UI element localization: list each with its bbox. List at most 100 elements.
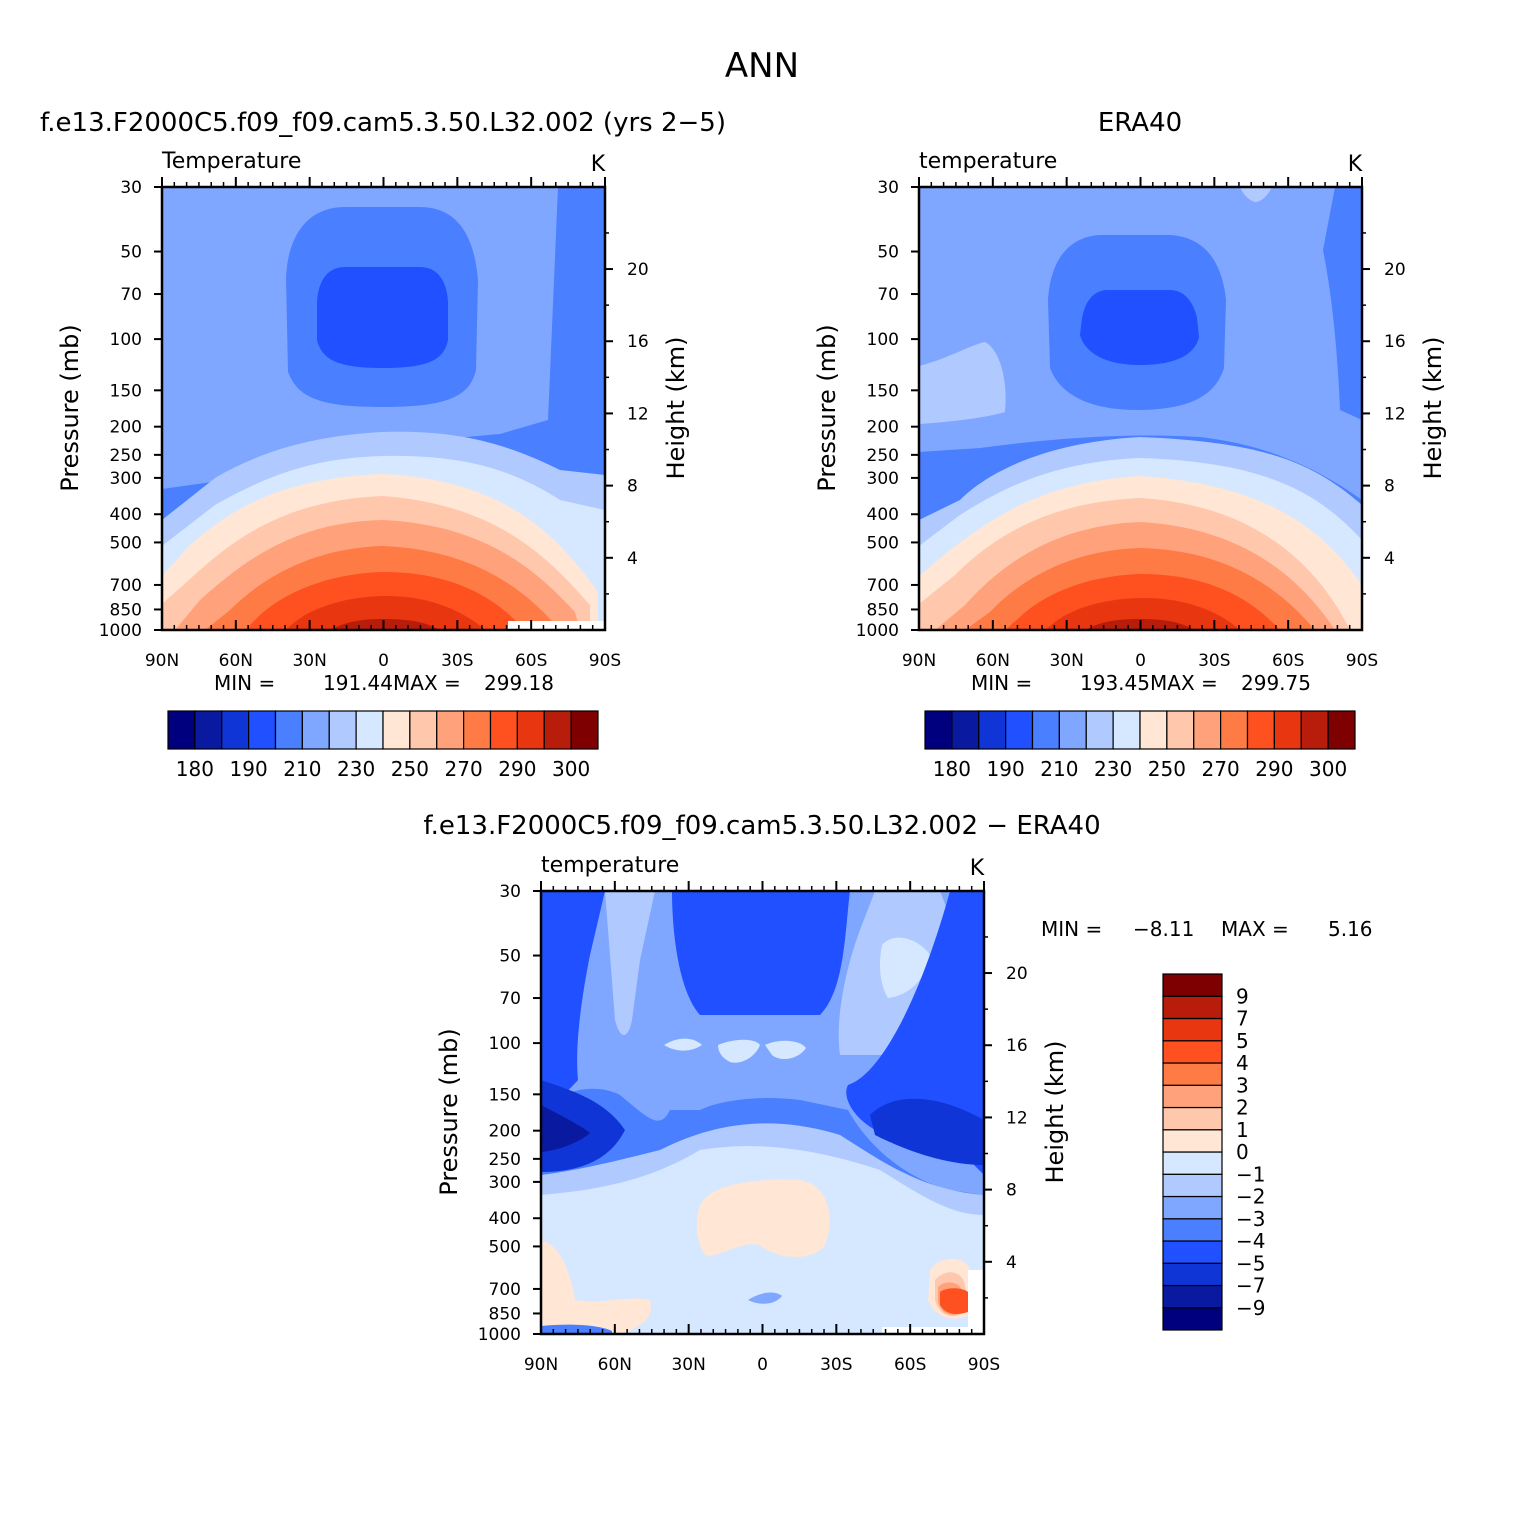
max-value: 299.75 (1241, 671, 1311, 695)
contour-fill (605, 891, 655, 1035)
colorbar-box (951, 710, 980, 750)
y-tick-label: 50 (120, 243, 142, 263)
y-right-tick-label: 12 (1384, 404, 1406, 424)
x-tick-label: 90S (968, 1355, 1000, 1375)
y-right-tick-label: 8 (1006, 1181, 1017, 1201)
x-tick-label: 90N (145, 651, 179, 671)
colorbar-box (248, 710, 277, 750)
contour-fill (696, 1179, 830, 1258)
colorbar-label: 210 (283, 757, 321, 781)
colorbar-box (1246, 710, 1275, 750)
colorbar-box (1162, 1129, 1223, 1153)
colorbar-box (167, 710, 196, 750)
y-right-tick-label: 20 (1006, 964, 1028, 984)
colorbar-box (1273, 710, 1302, 750)
colorbar-box (1162, 1062, 1223, 1086)
x-tick-label: 90N (902, 651, 936, 671)
missing-data-region (882, 1327, 984, 1334)
colorbar-label: −7 (1236, 1274, 1265, 1298)
contour-fill (880, 937, 930, 998)
colorbar-label: 1 (1236, 1118, 1249, 1142)
diff-left-label: temperature (541, 853, 679, 878)
y-right-tick-label: 4 (1006, 1253, 1017, 1273)
y-right-tick-label: 16 (627, 332, 649, 352)
contour-fill (541, 1105, 590, 1152)
colorbar-box (1162, 1240, 1223, 1264)
colorbar-box (1193, 710, 1222, 750)
y-tick-label: 100 (867, 330, 899, 350)
y-tick-label: 70 (877, 285, 899, 305)
colorbar-box (1112, 710, 1141, 750)
max-value: 5.16 (1328, 917, 1373, 941)
obs-stats: MIN = 193.45 MAX = 299.75 (971, 671, 1311, 695)
colorbar-box (1162, 1173, 1223, 1198)
colorbar-box (328, 710, 357, 750)
obs-units-label: K (1348, 152, 1363, 177)
colorbar-label: 2 (1236, 1096, 1249, 1120)
colorbar-label: 190 (230, 757, 268, 781)
contour-fill (748, 1292, 782, 1304)
y-right-tick-label: 12 (1006, 1108, 1028, 1128)
model-stats: MIN = 191.44 MAX = 299.18 (214, 671, 554, 695)
difference-temperature-panel: 3050701001502002503004005007008501000201… (435, 853, 1373, 1375)
y-tick-label: 50 (499, 947, 521, 967)
y-tick-label: 150 (110, 381, 142, 401)
colorbar-box (1162, 1218, 1223, 1242)
y-tick-label: 250 (867, 446, 899, 466)
y-tick-label: 250 (489, 1150, 521, 1170)
figure-title: ANN (725, 46, 799, 86)
colorbar-box (978, 710, 1007, 750)
contour-fill (1323, 187, 1362, 420)
colorbar-box (570, 710, 599, 750)
contour-fill (285, 595, 485, 630)
colorbar-label: 300 (1309, 757, 1347, 781)
y-tick-label: 100 (110, 330, 142, 350)
x-tick-label: 0 (757, 1355, 768, 1375)
model-left-label: Temperature (161, 149, 301, 174)
y-right-tick-label: 16 (1384, 332, 1406, 352)
colorbar-box (1162, 1195, 1223, 1220)
x-tick-label: 60S (894, 1355, 926, 1375)
y-tick-label: 70 (120, 285, 142, 305)
y-tick-label: 250 (110, 446, 142, 466)
colorbar-box (1162, 995, 1223, 1020)
diff-panel-title: f.e13.F2000C5.f09_f09.cam5.3.50.L32.002 … (423, 811, 1100, 841)
y-tick-label: 100 (489, 1034, 521, 1054)
colorbar-box (1166, 710, 1195, 750)
y-tick-label: 1000 (856, 621, 899, 641)
colorbar-box (543, 710, 572, 750)
contour-fill (541, 1324, 612, 1334)
x-tick-label: 60S (1272, 651, 1304, 671)
colorbar-label: 290 (1255, 757, 1293, 781)
contour-fill (541, 1080, 625, 1172)
colorbar-label: 9 (1236, 984, 1249, 1008)
y-tick-label: 850 (489, 1304, 521, 1324)
y-tick-label: 850 (110, 600, 142, 620)
y-right-tick-label: 20 (1384, 260, 1406, 280)
colorbar-label: 4 (1236, 1051, 1249, 1075)
colorbar-box (382, 710, 411, 750)
contour-fill (541, 1240, 651, 1334)
x-tick-label: 30N (671, 1355, 705, 1375)
colorbar-box (1162, 1017, 1223, 1042)
contour-fill (919, 342, 1006, 424)
x-tick-label: 90S (589, 651, 621, 671)
x-tick-label: 60S (515, 651, 547, 671)
colorbar-box (274, 710, 303, 750)
obs-y-axis-label: Pressure (mb) (813, 324, 841, 491)
model-contour-field (162, 187, 605, 630)
y-tick-label: 400 (867, 505, 899, 525)
model-units-label: K (591, 152, 606, 177)
diff-y-right-axis-label: Height (km) (1041, 1041, 1069, 1184)
colorbar-box (924, 710, 953, 750)
contour-fill (664, 1038, 702, 1051)
x-tick-label: 30S (1198, 651, 1230, 671)
max-label: MAX = (393, 671, 461, 695)
contour-fill (870, 1098, 984, 1165)
colorbar-box (1162, 1262, 1223, 1287)
